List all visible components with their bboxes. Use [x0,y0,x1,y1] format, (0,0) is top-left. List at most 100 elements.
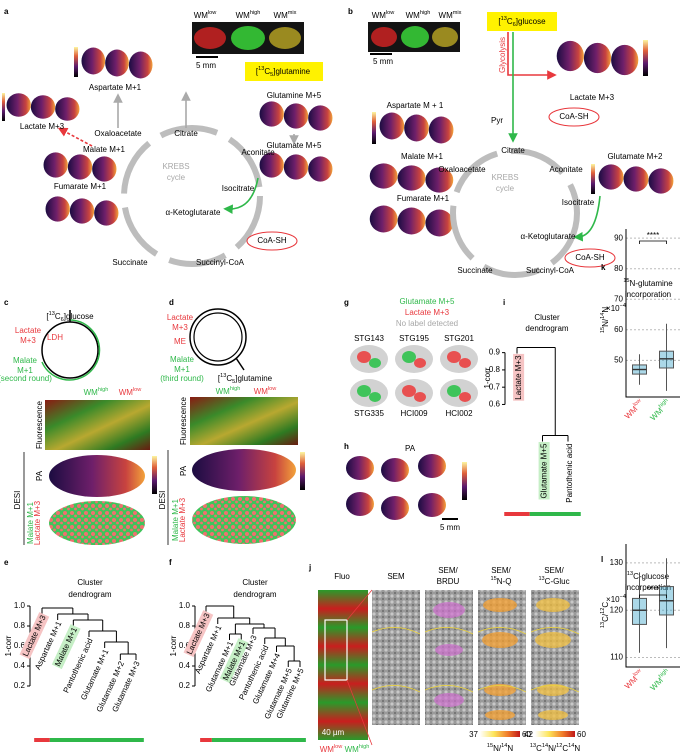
label: 5 mm [373,57,393,66]
text-run: high [250,10,261,16]
y-tick-label: 80 [614,264,623,273]
overlay [484,684,516,696]
label: ME [174,337,186,346]
label: Lactate M+3 [570,93,615,102]
text-run: N-Q [497,577,512,586]
text-run: WM [274,11,289,20]
tissue [67,154,93,180]
tissue [105,49,129,77]
label: WMhigh [84,387,109,397]
text-run: C [562,744,568,753]
coa-oval [548,107,600,127]
overlay [435,644,463,656]
tissue [432,27,458,47]
label: (second round) [0,374,52,383]
text-run: ]glutamine [235,374,272,383]
tissue [425,209,454,237]
label: Succinyl-CoA [196,258,245,267]
tissue [357,385,371,397]
label: (third round) [160,374,204,383]
text-run: WM [320,745,335,754]
text-run: high [420,10,431,16]
x-tick-label: WMlow [623,667,646,690]
label: Lactate [15,326,42,335]
contour [530,627,580,693]
text-run: 14 [501,743,507,749]
label: CoA-SH [257,236,287,245]
tissue [425,167,454,193]
colorbar-min: 37 [469,730,478,739]
colorbar [300,452,305,490]
label: Fumarate M+1 [54,182,107,191]
label: Malate M+1 [401,152,444,161]
label: 13C-glucose [627,571,670,581]
y-tick-label: 0.7 [489,382,501,391]
panel-letter: b [348,7,353,16]
label: WMmix [274,10,297,20]
text-run: 14 [542,743,548,749]
leaf-highlight [219,638,249,684]
tissue [369,392,381,402]
y-tick-label: 60 [614,325,623,334]
text-run: [ [46,312,49,321]
tissue [418,454,446,478]
leaf: Pantothenic acid [565,444,574,503]
label: Fluorescence [35,400,44,449]
tissue [43,152,68,178]
text-run: 6 [61,317,64,323]
label: Fluorescence [179,396,188,445]
label: Cluster [534,313,560,322]
tissue [369,358,381,368]
cluster-bar [200,738,212,742]
colorbar-max: 60 [522,730,531,739]
tissue [447,351,461,363]
cluster-bar [49,738,144,742]
image [190,397,298,445]
label: SEM/ [491,566,511,575]
label: STG195 [399,334,429,343]
text-run: C [601,602,610,608]
colorbar-label: 13C14N/12C14N [530,743,581,753]
tissue [397,165,426,191]
overlay [485,710,515,720]
tissue [414,392,426,402]
text-run: N [507,744,513,753]
y-tick-label: 0.2 [179,681,191,690]
tissue [346,492,374,516]
cluster-bar [211,738,306,742]
krebs-cycle [121,125,263,267]
y-tick-label: 0.4 [14,661,26,670]
label: STG201 [444,334,474,343]
panel-letter: e [4,558,9,567]
label: WMmix [439,10,462,20]
text-run: WM [254,387,269,396]
colorbar [462,462,467,500]
tissue [402,351,416,363]
panel-letter: g [344,298,349,307]
arrow [507,32,557,80]
label: cycle [496,184,515,193]
y-tick-label: 0.6 [179,641,191,650]
y-tick-label: 70 [614,294,623,303]
label: Citrate [174,129,198,138]
tissue [648,168,674,194]
pathway-ring [41,319,101,381]
label: dendrogram [233,590,276,599]
contour [424,627,474,693]
pathway-ring [193,312,243,362]
label: DESI [158,491,167,510]
highlight-box [487,12,557,31]
label: [13C5]glutamine [256,66,311,78]
leaf-label: Pantothenic acid [565,444,574,503]
label: Cluster [77,578,103,587]
colorbar-label: 15N/14N [487,743,513,753]
text-run: WM [194,11,209,20]
text-run: ]glutamine [273,67,310,76]
text-run: [ [218,374,221,383]
tissue [401,26,429,48]
label: [13C6]glucose [498,16,546,28]
text-run: ]glucose [516,17,546,26]
text-run: low [334,744,343,750]
x-tick-label: WMhigh [648,668,672,692]
label: HCI009 [400,409,428,418]
